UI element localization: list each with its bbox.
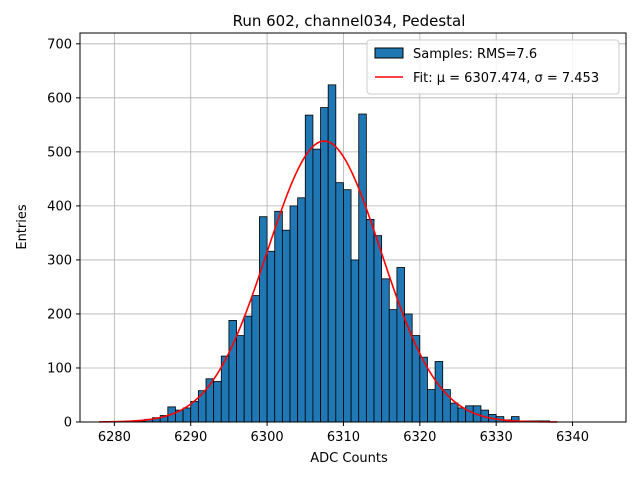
y-tick-label: 300 — [47, 253, 72, 268]
histogram-bar — [358, 113, 367, 423]
y-tick-label: 400 — [47, 199, 72, 214]
x-tick-label: 6300 — [251, 430, 284, 445]
histogram-bar — [343, 189, 352, 423]
histogram-bar — [213, 381, 222, 423]
x-tick-label: 6310 — [327, 430, 360, 445]
x-tick-label: 6290 — [174, 430, 207, 445]
histogram-bar — [335, 182, 344, 423]
y-tick-label: 100 — [47, 361, 72, 376]
histogram-bar — [228, 320, 237, 423]
histogram-bar — [320, 107, 329, 423]
grid-lines — [80, 33, 626, 423]
histogram-bar — [289, 205, 299, 423]
y-tick-label: 0 — [64, 416, 72, 431]
y-tick-label: 600 — [47, 91, 72, 106]
histogram-bar — [182, 407, 192, 423]
x-tick-label: 6280 — [98, 430, 131, 445]
y-tick-label: 500 — [47, 145, 72, 160]
histogram-bar — [297, 197, 306, 423]
x-axis-title: ADC Counts — [310, 451, 388, 466]
histogram-bar — [259, 216, 268, 423]
histogram-bar — [388, 309, 398, 423]
legend-box — [366, 39, 620, 95]
histogram-bar — [327, 84, 337, 423]
histogram-bar — [304, 114, 314, 423]
y-axis-title: Entries — [15, 204, 30, 250]
histogram-bar — [404, 313, 413, 423]
histogram-bars — [136, 84, 551, 423]
y-tick-label: 200 — [47, 307, 72, 322]
plot-frame — [79, 32, 627, 423]
y-axis-ticks: 0 100 200 300 400 500 600 700 — [47, 37, 80, 431]
histogram-bar — [365, 218, 375, 423]
legend-label-samples: Samples: RMS=7.6 — [413, 47, 537, 62]
histogram-bar — [350, 259, 360, 423]
legend-label-fit: Fit: μ = 6307.474, σ = 7.453 — [413, 71, 599, 86]
histogram-bar — [236, 335, 245, 423]
histogram-bar — [243, 315, 253, 423]
histogram-bar — [281, 229, 291, 423]
histogram-bar — [266, 250, 276, 423]
histogram-bar — [396, 267, 405, 423]
chart-title: Run 602, channel034, Pedestal — [233, 12, 466, 30]
histogram-bar — [312, 148, 321, 423]
legend-swatch-samples — [374, 47, 404, 59]
histogram-bar — [449, 402, 459, 423]
histogram-bar — [381, 278, 390, 423]
histogram-bar — [465, 405, 474, 423]
histogram-bar — [190, 401, 199, 423]
histogram-bar — [427, 389, 436, 423]
histogram-bar — [251, 295, 260, 423]
gaussian-fit-curve — [99, 140, 558, 423]
histogram-bar — [457, 407, 467, 423]
histogram-bar — [373, 235, 383, 423]
histogram-bar — [434, 361, 444, 423]
histogram-bar — [411, 335, 421, 423]
histogram-bar — [274, 210, 283, 423]
y-tick-label: 700 — [47, 37, 72, 52]
x-tick-label: 6320 — [403, 430, 436, 445]
x-tick-label: 6340 — [556, 430, 589, 445]
legend: Samples: RMS=7.6 Fit: μ = 6307.474, σ = … — [366, 39, 620, 95]
x-tick-label: 6330 — [480, 430, 513, 445]
x-axis-ticks: 6280 6290 6300 6310 6320 6330 6340 — [98, 422, 589, 445]
